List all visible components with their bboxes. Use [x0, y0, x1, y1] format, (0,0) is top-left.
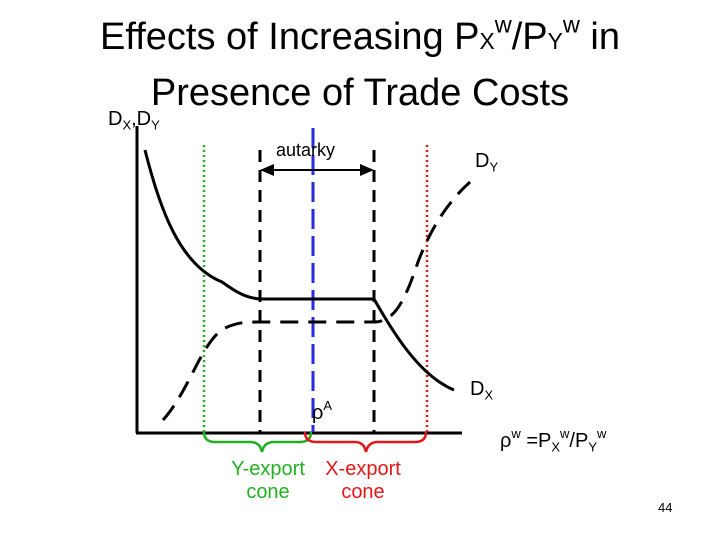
y-export-cone-label: Y-export cone	[231, 458, 305, 503]
dx-label: DX	[470, 378, 494, 403]
autarky-label: autarky	[276, 140, 336, 160]
y-axis-label: DX,DY	[108, 108, 160, 133]
page-title: Effects of Increasing PXw/PYw in	[99, 11, 620, 58]
x-export-cone-label: X-export cone	[325, 458, 401, 503]
x-export-cone-brace	[303, 431, 428, 453]
autarky-arrow-left-head	[260, 164, 274, 176]
dy-label: DY	[475, 150, 499, 175]
dx-curve	[143, 149, 455, 392]
autarky-arrow-right-head	[360, 164, 374, 176]
page-number: 44	[658, 500, 673, 515]
page-subtitle: Presence of Trade Costs	[150, 72, 570, 114]
x-axis-label: ρw =PXw/PYw	[500, 425, 607, 455]
dy-curve	[161, 180, 472, 422]
y-export-cone-brace	[202, 431, 313, 453]
rho-autarky-label: ρA	[312, 397, 333, 424]
